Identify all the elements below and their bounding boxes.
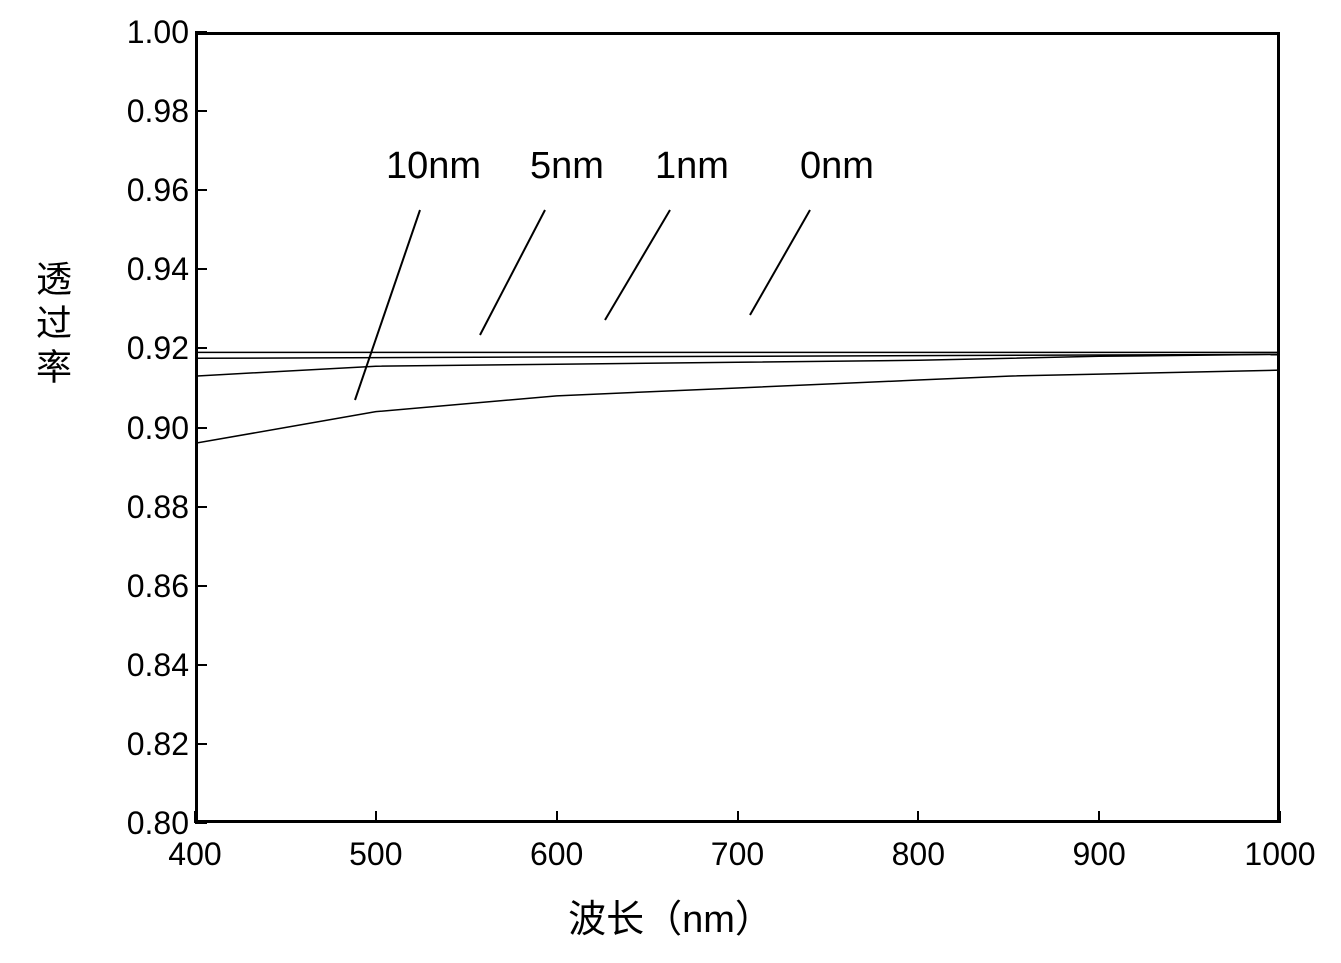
- y-tick-label: 0.98: [127, 93, 189, 130]
- leader-line-5nm: [480, 210, 545, 335]
- x-tick-label: 700: [711, 836, 764, 873]
- y-tick-label: 0.94: [127, 251, 189, 288]
- series-line-10nm: [195, 370, 1280, 443]
- x-tick-label: 800: [892, 836, 945, 873]
- y-tick-label: 0.84: [127, 647, 189, 684]
- series-label-5nm: 5nm: [530, 145, 604, 188]
- y-tick-label: 0.86: [127, 568, 189, 605]
- leader-line-1nm: [605, 210, 670, 320]
- chart-container: 透过率 波长（nm） 0.800.820.840.860.880.900.920…: [0, 0, 1341, 963]
- x-tick-label: 500: [349, 836, 402, 873]
- x-tick-label: 1000: [1244, 836, 1315, 873]
- leader-line-10nm: [355, 210, 420, 400]
- x-tick-label: 600: [530, 836, 583, 873]
- series-label-1nm: 1nm: [655, 145, 729, 188]
- y-tick-label: 0.82: [127, 726, 189, 763]
- leader-line-0nm: [750, 210, 810, 315]
- x-axis-label: 波长（nm）: [568, 888, 773, 943]
- series-label-10nm: 10nm: [386, 145, 481, 188]
- x-tick-label: 900: [1072, 836, 1125, 873]
- y-tick-label: 0.88: [127, 489, 189, 526]
- series-label-0nm: 0nm: [800, 145, 874, 188]
- chart-svg: [195, 32, 1280, 823]
- y-tick-label: 0.90: [127, 410, 189, 447]
- y-tick-label: 1.00: [127, 14, 189, 51]
- y-axis-label: 透过率: [25, 260, 77, 392]
- y-tick-label: 0.96: [127, 172, 189, 209]
- y-tick-label: 0.92: [127, 330, 189, 367]
- x-tick-label: 400: [168, 836, 221, 873]
